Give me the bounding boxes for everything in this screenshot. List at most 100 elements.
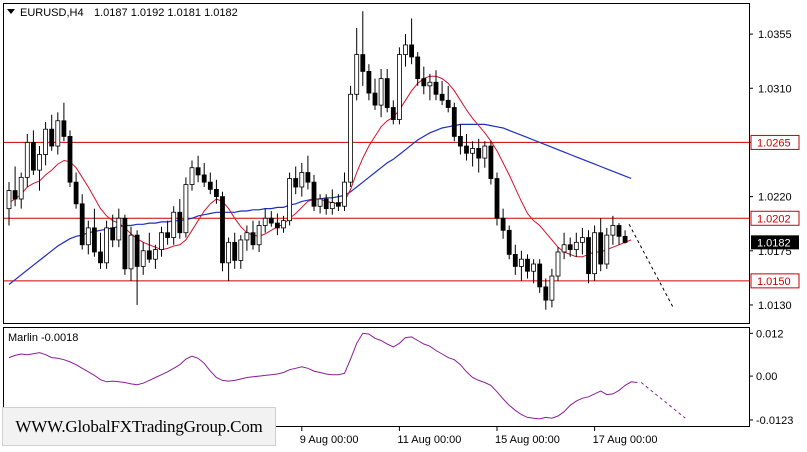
candle-7 xyxy=(49,114,55,151)
candle-93 xyxy=(573,232,579,257)
candle-21 xyxy=(134,230,140,305)
candle-body xyxy=(262,217,268,226)
time-tick-label: 11 Aug 00:00 xyxy=(397,434,461,446)
level-label-box xyxy=(750,210,800,226)
candle-body xyxy=(500,217,506,231)
candle-body xyxy=(372,92,378,106)
candle-26 xyxy=(165,220,171,245)
candle-37 xyxy=(232,232,238,269)
candle-body xyxy=(159,232,164,250)
candle-90 xyxy=(555,247,561,281)
candle-body xyxy=(329,202,335,210)
candle-body xyxy=(457,136,463,147)
osc-tick-label: 0.00 xyxy=(756,371,777,383)
candle-87 xyxy=(537,259,543,293)
candle-body xyxy=(73,181,79,205)
forecast-lines xyxy=(628,224,686,419)
candle-body xyxy=(30,142,36,171)
candle-6 xyxy=(43,121,48,166)
candle-69 xyxy=(427,73,433,101)
candle-2 xyxy=(18,172,24,209)
candle-body xyxy=(488,145,494,179)
oscillator-axis: 0.012 0.00 -0.0123 xyxy=(749,328,793,427)
horizontal-levels xyxy=(4,141,749,282)
level-label-box xyxy=(750,134,800,150)
candle-body xyxy=(427,81,433,87)
candle-14 xyxy=(92,208,97,257)
candle-body xyxy=(256,225,262,246)
candle-body xyxy=(464,145,469,154)
candle-0 xyxy=(6,182,12,226)
level-label-text: 1.0265 xyxy=(757,137,791,149)
candle-body xyxy=(360,54,366,72)
candle-body xyxy=(140,250,146,267)
candle-12 xyxy=(79,194,85,250)
candle-38 xyxy=(238,235,244,269)
candle-body xyxy=(567,244,573,250)
candle-body xyxy=(409,44,415,58)
candle-89 xyxy=(549,268,555,308)
candle-82 xyxy=(506,225,512,260)
candle-body xyxy=(580,237,585,243)
candle-41 xyxy=(256,220,262,252)
candle-34 xyxy=(213,179,219,204)
candle-body xyxy=(354,54,360,95)
candle-13 xyxy=(85,220,91,255)
candle-65 xyxy=(403,34,408,67)
candle-70 xyxy=(433,70,439,101)
candle-body xyxy=(592,232,597,275)
oscillator-title: Marlin -0.0018 xyxy=(8,332,78,344)
candle-body xyxy=(525,258,530,272)
osc-tick-label: -0.0123 xyxy=(756,415,793,427)
candle-body xyxy=(287,178,293,222)
candle-83 xyxy=(512,244,518,275)
candle-52 xyxy=(323,194,329,215)
candle-body xyxy=(116,217,122,241)
candle-body xyxy=(482,145,488,159)
candle-body xyxy=(195,167,201,176)
candle-20 xyxy=(128,226,134,281)
candle-body xyxy=(274,222,280,229)
candle-body xyxy=(421,78,427,87)
candle-51 xyxy=(317,194,323,214)
candle-97 xyxy=(598,218,604,272)
candle-46 xyxy=(287,172,293,226)
candle-body xyxy=(293,178,299,188)
candle-22 xyxy=(140,242,146,275)
candle-body xyxy=(134,234,140,267)
candle-53 xyxy=(329,189,335,215)
symbol-menu-icon[interactable] xyxy=(7,9,15,14)
candle-body xyxy=(268,217,274,224)
candle-body xyxy=(311,181,317,207)
candle-35 xyxy=(220,191,225,272)
marlin-line xyxy=(8,332,638,420)
candle-76 xyxy=(470,141,476,167)
candle-25 xyxy=(159,226,164,257)
candle-58 xyxy=(360,11,366,86)
candle-body xyxy=(61,120,67,137)
current-price-label: 1.0182 xyxy=(757,237,791,249)
candle-88 xyxy=(543,278,549,310)
level-price-labels: 1.0265 1.0202 1.0150 1.0182 xyxy=(750,134,800,289)
candle-29 xyxy=(183,177,189,238)
price-tick-label: 1.0130 xyxy=(758,300,792,312)
candle-body xyxy=(98,251,103,264)
level-label-text: 1.0202 xyxy=(757,213,791,225)
candle-24 xyxy=(152,244,158,269)
candle-body xyxy=(24,142,30,178)
candle-body xyxy=(519,258,524,267)
candle-body xyxy=(152,249,158,260)
candle-body xyxy=(305,172,311,183)
candle-body xyxy=(281,220,286,229)
candle-66 xyxy=(409,18,415,65)
candle-body xyxy=(165,232,171,238)
candle-62 xyxy=(384,69,390,113)
candle-95 xyxy=(586,230,591,284)
candle-23 xyxy=(146,232,152,263)
candle-body xyxy=(220,196,225,264)
time-tick-label: 17 Aug 00:00 xyxy=(593,434,658,446)
candle-body xyxy=(335,202,341,207)
price-tick-label: 1.0355 xyxy=(758,29,792,41)
